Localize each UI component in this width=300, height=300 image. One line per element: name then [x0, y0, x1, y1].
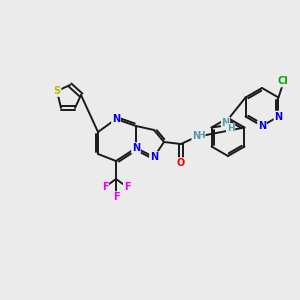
- Text: S: S: [53, 86, 61, 96]
- Text: N: N: [274, 112, 283, 122]
- Text: N: N: [150, 152, 158, 162]
- Text: N: N: [258, 121, 266, 131]
- Text: F: F: [113, 192, 119, 202]
- Text: N: N: [221, 118, 230, 128]
- Text: H: H: [227, 124, 234, 133]
- Text: F: F: [124, 182, 130, 192]
- Text: N: N: [132, 143, 140, 153]
- Text: F: F: [102, 182, 108, 192]
- Text: N: N: [112, 114, 120, 124]
- Text: O: O: [177, 158, 185, 168]
- Text: N: N: [192, 131, 200, 141]
- Text: Cl: Cl: [277, 76, 288, 86]
- Text: H: H: [197, 131, 205, 140]
